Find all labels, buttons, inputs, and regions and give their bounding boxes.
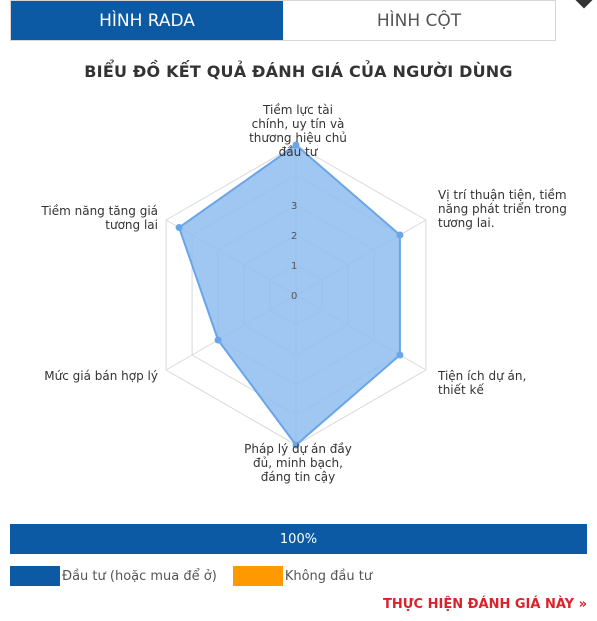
tick-label-3: 3 — [291, 201, 297, 212]
data-point-3 — [396, 351, 404, 359]
legend-item-invest: Đầu tư (hoặc mua để ở) — [10, 566, 217, 586]
tab-radar[interactable]: HÌNH RADA — [11, 1, 283, 40]
data-point-4 — [292, 441, 300, 449]
legend-label-invest: Đầu tư (hoặc mua để ở) — [62, 568, 217, 584]
axis-label-5: Mức giá bán hợp lý — [44, 369, 158, 383]
tick-label-0: 0 — [291, 291, 297, 302]
radar-ticks: 0 1 2 3 — [291, 201, 297, 302]
axis-label-3: Tiện ích dự án, thiết kế — [438, 369, 527, 397]
axis-label-4: Pháp lý dự án đầy đủ, minh bạch, đáng ti… — [244, 442, 352, 484]
axis-label-2: Vị trí thuận tiện, tiềm năng phát triển … — [438, 188, 567, 230]
radar-chart: 0 1 2 3 — [165, 141, 427, 449]
corner-diamond-icon — [575, 0, 593, 9]
data-point-6 — [175, 224, 183, 231]
legend-item-not-invest: Không đầu tư — [232, 566, 373, 586]
data-point-2 — [396, 231, 404, 239]
progress-bar: 100% — [10, 524, 587, 554]
chart-type-tabs: HÌNH RADA HÌNH CỘT — [10, 0, 556, 41]
radar-series — [175, 141, 404, 449]
tick-label-2: 2 — [291, 231, 297, 242]
tick-label-1: 1 — [291, 261, 297, 272]
series-area-1 — [177, 143, 401, 447]
progress-fill — [10, 524, 587, 554]
rate-project-link[interactable]: THỰC HIỆN ĐÁNH GIÁ NÀY » — [382, 597, 587, 612]
chart-title: BIỂU ĐỒ KẾT QUẢ ĐÁNH GIÁ CỦA NGƯỜI DÙNG — [84, 62, 513, 81]
legend-label-not-invest: Không đầu tư — [284, 568, 373, 584]
data-point-1 — [292, 141, 300, 149]
axis-label-1: Tiềm lực tài chính, uy tín và thương hiệ… — [249, 103, 347, 159]
legend-swatch-invest — [10, 566, 60, 586]
data-point-5 — [214, 336, 222, 344]
axis-label-6: Tiềm năng tăng giá tương lai — [41, 204, 158, 232]
progress-label: 100% — [279, 531, 318, 547]
legend-swatch-not-invest — [232, 566, 283, 586]
tab-bar[interactable]: HÌNH CỘT — [283, 1, 555, 40]
legend: Đầu tư (hoặc mua để ở) Không đầu tư — [10, 566, 388, 586]
